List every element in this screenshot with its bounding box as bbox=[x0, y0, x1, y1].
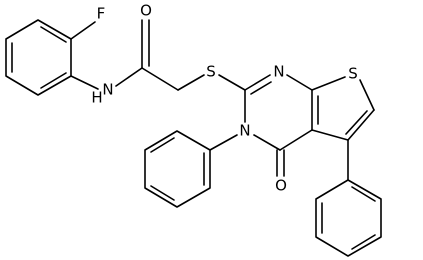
atom-label: O bbox=[275, 177, 287, 195]
atom-label: N bbox=[102, 81, 113, 99]
double-bond bbox=[150, 137, 175, 153]
bond bbox=[115, 67, 143, 87]
atom-label: S bbox=[206, 63, 216, 81]
bond bbox=[70, 75, 99, 90]
ring bbox=[144, 130, 211, 208]
bond bbox=[286, 74, 313, 91]
atom-label: N bbox=[239, 122, 250, 140]
double-bond bbox=[40, 72, 67, 89]
double-bond bbox=[150, 185, 175, 201]
bond bbox=[141, 67, 179, 91]
double-bond bbox=[250, 81, 272, 95]
bond bbox=[311, 76, 346, 91]
bond bbox=[70, 21, 96, 40]
bond bbox=[311, 129, 349, 141]
bond bbox=[359, 79, 375, 111]
double-bond bbox=[345, 110, 368, 135]
double-bond bbox=[40, 26, 67, 43]
bonds bbox=[5, 19, 382, 257]
atom-label: O bbox=[140, 2, 152, 20]
atom-label: H bbox=[91, 89, 102, 107]
double-bond bbox=[351, 234, 376, 250]
double-bond bbox=[351, 186, 376, 202]
double-bond bbox=[347, 109, 375, 141]
atom-label: S bbox=[348, 65, 358, 83]
atom-label: N bbox=[273, 63, 284, 81]
bond bbox=[209, 134, 238, 151]
ring bbox=[315, 179, 382, 257]
bond bbox=[279, 129, 313, 151]
bond bbox=[218, 74, 246, 91]
bond bbox=[253, 134, 281, 151]
double-bond bbox=[244, 74, 271, 91]
ring bbox=[5, 19, 72, 96]
atom-labels: F O H N S N S N O bbox=[91, 2, 357, 195]
bond bbox=[177, 74, 205, 91]
atom-label: F bbox=[97, 5, 106, 23]
